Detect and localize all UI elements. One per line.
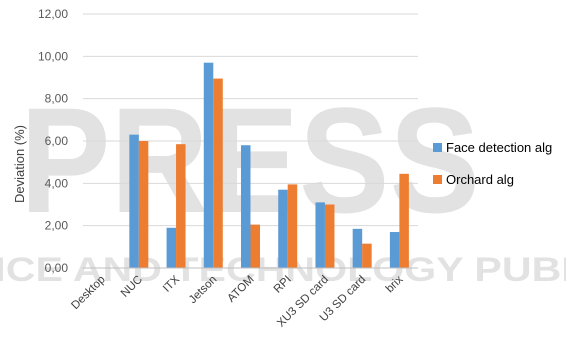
bar-face-detection-4 — [241, 145, 251, 268]
y-tick-label: 0,00 — [45, 261, 69, 275]
bar-orchard-1 — [138, 141, 149, 268]
y-tick-label: 10,00 — [38, 49, 68, 63]
y-tick-label: 4,00 — [45, 176, 69, 190]
bar-orchard-4 — [250, 224, 260, 268]
bar-face-detection-5 — [278, 189, 288, 268]
legend-swatch — [433, 175, 442, 184]
y-tick-label: 12,00 — [38, 7, 68, 21]
bar-orchard-2 — [176, 144, 186, 268]
legend-label: Orchard alg — [446, 172, 514, 187]
y-axis-ticks: 0,00 2,00 4,00 6,00 8,00 10,00 12,00 — [38, 7, 68, 275]
bars — [129, 62, 409, 268]
y-tick-label: 6,00 — [45, 134, 69, 148]
bar-orchard-8 — [399, 173, 409, 268]
bar-face-detection-7 — [352, 228, 363, 268]
bar-orchard-3 — [213, 78, 223, 268]
legend-label: Face detection alg — [446, 140, 552, 155]
bar-orchard-7 — [362, 243, 372, 268]
bar-orchard-6 — [324, 204, 335, 268]
bar-face-detection-2 — [166, 227, 177, 268]
bar-face-detection-8 — [389, 232, 400, 268]
y-tick-label: 8,00 — [45, 92, 69, 106]
y-axis-label: Deviation (%) — [12, 125, 27, 203]
bar-face-detection-6 — [315, 202, 325, 268]
legend-swatch — [433, 143, 442, 152]
legend: Face detection alg Orchard alg — [433, 140, 552, 187]
bar-face-detection-3 — [203, 62, 214, 268]
bar-orchard-5 — [287, 184, 298, 268]
bar-face-detection-1 — [129, 134, 139, 268]
y-tick-label: 2,00 — [45, 219, 69, 233]
